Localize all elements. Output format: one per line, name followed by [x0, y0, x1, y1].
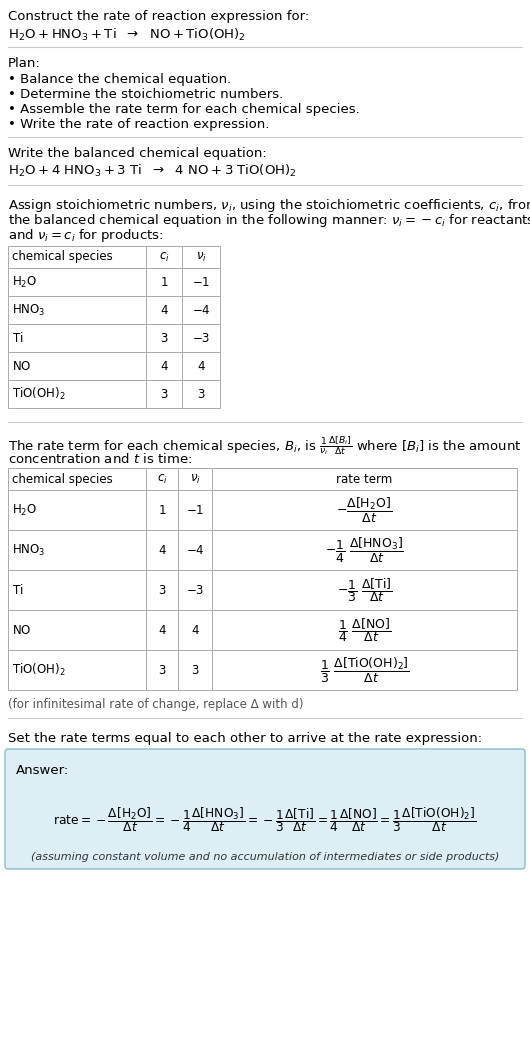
Text: $-1$: $-1$ — [186, 503, 204, 517]
Text: $-4$: $-4$ — [186, 544, 205, 556]
Text: Answer:: Answer: — [16, 764, 69, 777]
Text: • Write the rate of reaction expression.: • Write the rate of reaction expression. — [8, 118, 269, 131]
Text: $-\dfrac{1}{3}\ \dfrac{\Delta[\mathrm{Ti}]}{\Delta t}$: $-\dfrac{1}{3}\ \dfrac{\Delta[\mathrm{Ti… — [337, 576, 392, 604]
Text: $\mathrm{H_2O}$: $\mathrm{H_2O}$ — [12, 502, 37, 518]
Text: Set the rate terms equal to each other to arrive at the rate expression:: Set the rate terms equal to each other t… — [8, 731, 482, 745]
Text: 1: 1 — [158, 503, 166, 517]
Text: • Assemble the rate term for each chemical species.: • Assemble the rate term for each chemic… — [8, 103, 360, 116]
Text: $-\dfrac{1}{4}\ \dfrac{\Delta[\mathrm{HNO_3}]}{\Delta t}$: $-\dfrac{1}{4}\ \dfrac{\Delta[\mathrm{HN… — [325, 536, 404, 565]
FancyBboxPatch shape — [5, 749, 525, 869]
Text: $c_i$: $c_i$ — [157, 473, 167, 487]
Text: • Determine the stoichiometric numbers.: • Determine the stoichiometric numbers. — [8, 88, 283, 101]
Text: $\mathrm{H_2O + 4\ HNO_3 + 3\ Ti\ \ \rightarrow\ \ 4\ NO + 3\ TiO(OH)_2}$: $\mathrm{H_2O + 4\ HNO_3 + 3\ Ti\ \ \rig… — [8, 163, 297, 179]
Text: Write the balanced chemical equation:: Write the balanced chemical equation: — [8, 147, 267, 160]
Text: (assuming constant volume and no accumulation of intermediates or side products): (assuming constant volume and no accumul… — [31, 852, 499, 862]
Text: $\mathrm{rate} = -\dfrac{\Delta[\mathrm{H_2O}]}{\Delta t}= -\dfrac{1}{4}\dfrac{\: $\mathrm{rate} = -\dfrac{\Delta[\mathrm{… — [53, 805, 477, 835]
Text: and $\nu_i = c_i$ for products:: and $\nu_i = c_i$ for products: — [8, 227, 164, 244]
Text: 1: 1 — [160, 275, 168, 289]
Text: $\dfrac{1}{3}\ \dfrac{\Delta[\mathrm{TiO(OH)_2}]}{\Delta t}$: $\dfrac{1}{3}\ \dfrac{\Delta[\mathrm{TiO… — [320, 655, 410, 685]
Text: $\mathrm{NO}$: $\mathrm{NO}$ — [12, 359, 31, 372]
Text: • Balance the chemical equation.: • Balance the chemical equation. — [8, 73, 231, 86]
Text: $\nu_i$: $\nu_i$ — [190, 473, 200, 487]
Text: $\mathrm{Ti}$: $\mathrm{Ti}$ — [12, 584, 23, 597]
Text: $c_i$: $c_i$ — [158, 251, 170, 264]
Text: 4: 4 — [158, 623, 166, 637]
Text: $\mathrm{HNO_3}$: $\mathrm{HNO_3}$ — [12, 543, 46, 557]
Text: $-3$: $-3$ — [186, 584, 204, 596]
Text: $\nu_i$: $\nu_i$ — [196, 251, 206, 264]
Text: chemical species: chemical species — [12, 473, 113, 486]
Bar — [8, 468, 517, 690]
Text: $\mathrm{TiO(OH)_2}$: $\mathrm{TiO(OH)_2}$ — [12, 386, 66, 402]
Text: $-1$: $-1$ — [192, 275, 210, 289]
Text: the balanced chemical equation in the following manner: $\nu_i = -c_i$ for react: the balanced chemical equation in the fo… — [8, 212, 530, 229]
Text: 4: 4 — [160, 303, 168, 317]
Text: The rate term for each chemical species, $B_i$, is $\frac{1}{\nu_i}\frac{\Delta[: The rate term for each chemical species,… — [8, 435, 522, 457]
Text: chemical species: chemical species — [12, 250, 113, 263]
Text: 3: 3 — [158, 664, 166, 676]
Text: Assign stoichiometric numbers, $\nu_i$, using the stoichiometric coefficients, $: Assign stoichiometric numbers, $\nu_i$, … — [8, 197, 530, 214]
Text: $4$: $4$ — [191, 623, 199, 637]
Text: $-4$: $-4$ — [192, 303, 210, 317]
Text: Plan:: Plan: — [8, 57, 41, 70]
Text: Construct the rate of reaction expression for:: Construct the rate of reaction expressio… — [8, 10, 309, 23]
Text: $\dfrac{1}{4}\ \dfrac{\Delta[\mathrm{NO}]}{\Delta t}$: $\dfrac{1}{4}\ \dfrac{\Delta[\mathrm{NO}… — [338, 616, 391, 644]
Text: 3: 3 — [158, 584, 166, 596]
Bar — [8, 246, 220, 408]
Text: $3$: $3$ — [197, 388, 205, 400]
Text: $-3$: $-3$ — [192, 331, 210, 345]
Text: concentration and $t$ is time:: concentration and $t$ is time: — [8, 452, 192, 466]
Text: (for infinitesimal rate of change, replace Δ with d): (for infinitesimal rate of change, repla… — [8, 698, 304, 711]
Text: $-\dfrac{\Delta[\mathrm{H_2O}]}{\Delta t}$: $-\dfrac{\Delta[\mathrm{H_2O}]}{\Delta t… — [337, 496, 393, 524]
Text: $\mathrm{H_2O}$: $\mathrm{H_2O}$ — [12, 274, 37, 290]
Text: 3: 3 — [160, 331, 167, 345]
Text: $\mathrm{H_2O + HNO_3 + Ti\ \ \rightarrow\ \ NO + TiO(OH)_2}$: $\mathrm{H_2O + HNO_3 + Ti\ \ \rightarro… — [8, 27, 246, 43]
Text: $\mathrm{HNO_3}$: $\mathrm{HNO_3}$ — [12, 302, 46, 318]
Text: $\mathrm{TiO(OH)_2}$: $\mathrm{TiO(OH)_2}$ — [12, 662, 66, 678]
Text: 4: 4 — [160, 359, 168, 372]
Text: $\mathrm{NO}$: $\mathrm{NO}$ — [12, 623, 31, 637]
Text: 3: 3 — [160, 388, 167, 400]
Text: rate term: rate term — [337, 473, 393, 486]
Text: 4: 4 — [158, 544, 166, 556]
Text: $3$: $3$ — [191, 664, 199, 676]
Text: $\mathrm{Ti}$: $\mathrm{Ti}$ — [12, 331, 23, 345]
Text: $4$: $4$ — [197, 359, 206, 372]
